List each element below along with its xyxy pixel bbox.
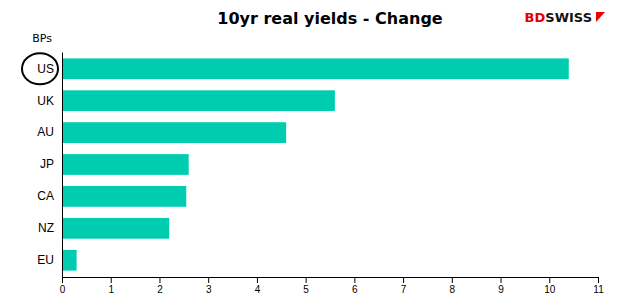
x-tick-label: 2 <box>157 284 163 295</box>
x-tick: 8 <box>450 277 456 295</box>
x-tick: 4 <box>255 277 261 295</box>
y-tick-label: UK <box>37 94 54 108</box>
x-tick-mark <box>501 277 502 283</box>
bar <box>62 122 286 143</box>
x-tick-label: 4 <box>255 284 261 295</box>
x-tick: 11 <box>593 277 604 295</box>
chart: 0 1 2 3 4 5 6 7 8 9 10 11 US UK AU JP CA NZ EU BPs 10yr real… <box>0 0 622 307</box>
bar <box>62 154 189 175</box>
x-tick: 3 <box>206 277 212 295</box>
x-tick-label: 9 <box>498 284 504 295</box>
x-tick: 9 <box>498 277 504 295</box>
y-tick: UK <box>37 94 62 108</box>
y-tick-label: US <box>37 62 54 76</box>
title: 10yr real yields - Change <box>217 9 443 28</box>
y-tick: AU <box>37 125 62 139</box>
bars <box>62 58 569 270</box>
y-tick: EU <box>37 253 62 267</box>
x-tick-mark <box>598 277 599 283</box>
bar <box>62 58 569 79</box>
bar <box>62 186 186 207</box>
x-tick-label: 5 <box>303 284 309 295</box>
logo-arrow <box>596 12 605 22</box>
x-tick: 5 <box>303 277 309 295</box>
logo-text: BD <box>525 10 546 25</box>
x-tick-label: 10 <box>544 284 556 295</box>
x-tick: 0 <box>60 277 66 295</box>
y-tick-label: NZ <box>38 221 54 235</box>
x-tick-mark <box>549 277 550 283</box>
x-axis-line <box>63 278 599 284</box>
y-tick-label: CA <box>37 189 54 203</box>
bar <box>62 218 169 239</box>
x-tick-mark <box>111 277 112 283</box>
y-tick-label: JP <box>40 157 54 171</box>
y-axis-label: BPs <box>32 32 52 45</box>
x-tick-label: 11 <box>593 284 604 295</box>
x-axis: 0 1 2 3 4 5 6 7 8 9 10 11 <box>60 277 604 295</box>
x-tick: 10 <box>544 277 556 295</box>
x-tick: 2 <box>157 277 163 295</box>
y-tick: CA <box>37 189 62 203</box>
logo: BDSWISS <box>525 10 592 25</box>
y-tick-label: AU <box>37 125 54 139</box>
x-tick-mark <box>257 277 258 283</box>
x-tick-label: 1 <box>108 284 114 295</box>
x-tick-mark <box>306 277 307 283</box>
x-tick-mark <box>354 277 355 283</box>
bar <box>62 90 335 111</box>
bar <box>62 250 77 271</box>
x-tick-label: 0 <box>60 284 66 295</box>
x-tick-label: 3 <box>206 284 212 295</box>
x-tick-mark <box>452 277 453 283</box>
x-tick: 1 <box>108 277 114 295</box>
logo-text: SWISS <box>545 10 592 25</box>
y-tick: NZ <box>38 221 62 235</box>
highlight-circle <box>22 53 58 84</box>
x-tick-label: 8 <box>450 284 456 295</box>
x-tick-mark <box>403 277 404 283</box>
x-tick-label: 7 <box>401 284 407 295</box>
y-axis-line <box>62 53 63 278</box>
y-axis: US UK AU JP CA NZ EU <box>37 53 62 278</box>
x-tick: 7 <box>401 277 407 295</box>
y-tick-label: EU <box>37 253 54 267</box>
plot-area: 0 1 2 3 4 5 6 7 8 9 10 11 US UK AU JP CA NZ EU BPs <box>22 32 604 295</box>
x-tick-mark <box>159 277 160 283</box>
x-tick-mark <box>208 277 209 283</box>
x-tick-mark <box>62 277 63 283</box>
x-tick-label: 6 <box>352 284 358 295</box>
y-tick: JP <box>40 157 62 171</box>
x-tick: 6 <box>352 277 358 295</box>
